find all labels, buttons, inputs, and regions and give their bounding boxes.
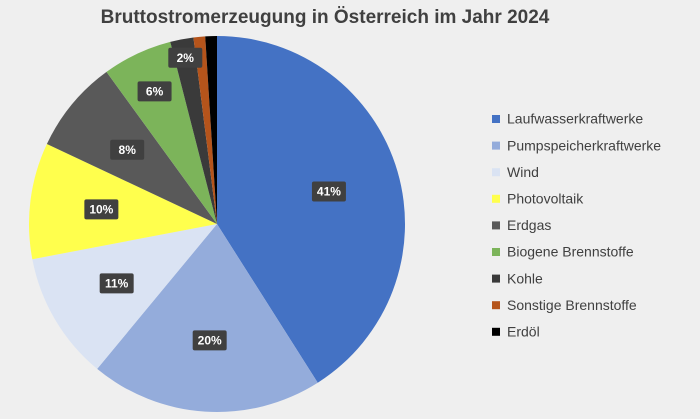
data-label-box — [192, 330, 227, 351]
pie-slice — [217, 36, 405, 383]
data-label: 6% — [146, 84, 164, 98]
data-label-box — [168, 47, 203, 68]
data-label: 2% — [177, 51, 195, 65]
pie-slice — [170, 37, 217, 224]
data-label: 41% — [317, 185, 341, 199]
data-label-box — [99, 273, 134, 294]
data-label: 10% — [89, 203, 113, 217]
pie-slice — [106, 41, 217, 224]
legend-swatch — [492, 168, 500, 177]
legend-swatch — [492, 301, 500, 310]
legend-swatch — [492, 115, 500, 123]
legend-swatch — [492, 327, 500, 336]
legend-swatch — [492, 221, 500, 230]
legend-swatch — [492, 194, 500, 203]
pie-slice — [205, 36, 217, 224]
legend-swatch — [492, 274, 500, 283]
data-label-box — [311, 181, 346, 202]
legend-label: Wind — [507, 164, 539, 180]
pie-slice — [32, 224, 217, 369]
data-label-box — [110, 139, 145, 160]
legend-label: Erdöl — [507, 324, 540, 340]
pie-slice — [97, 224, 318, 412]
data-label-box — [84, 199, 119, 220]
legend-label: Biogene Brennstoffe — [507, 244, 634, 260]
data-label: 11% — [105, 277, 129, 291]
legend-label: Erdgas — [507, 217, 551, 233]
legend-swatch — [492, 248, 500, 256]
legend-label: Sonstige Brennstoffe — [507, 297, 637, 313]
pie-slice — [29, 143, 217, 260]
legend-label: Photovoltaik — [507, 191, 584, 207]
legend-swatch — [492, 141, 500, 150]
data-label: 8% — [119, 143, 137, 157]
chart-title: Bruttostromerzeugung in Österreich im Ja… — [101, 7, 550, 28]
legend-label: Pumpspeicherkraftwerke — [507, 137, 661, 153]
data-label-box — [137, 81, 172, 102]
pie-slice — [193, 36, 217, 225]
data-label: 20% — [198, 334, 222, 348]
legend-label: Kohle — [507, 270, 543, 286]
legend-label: Laufwasserkraftwerke — [507, 111, 643, 127]
